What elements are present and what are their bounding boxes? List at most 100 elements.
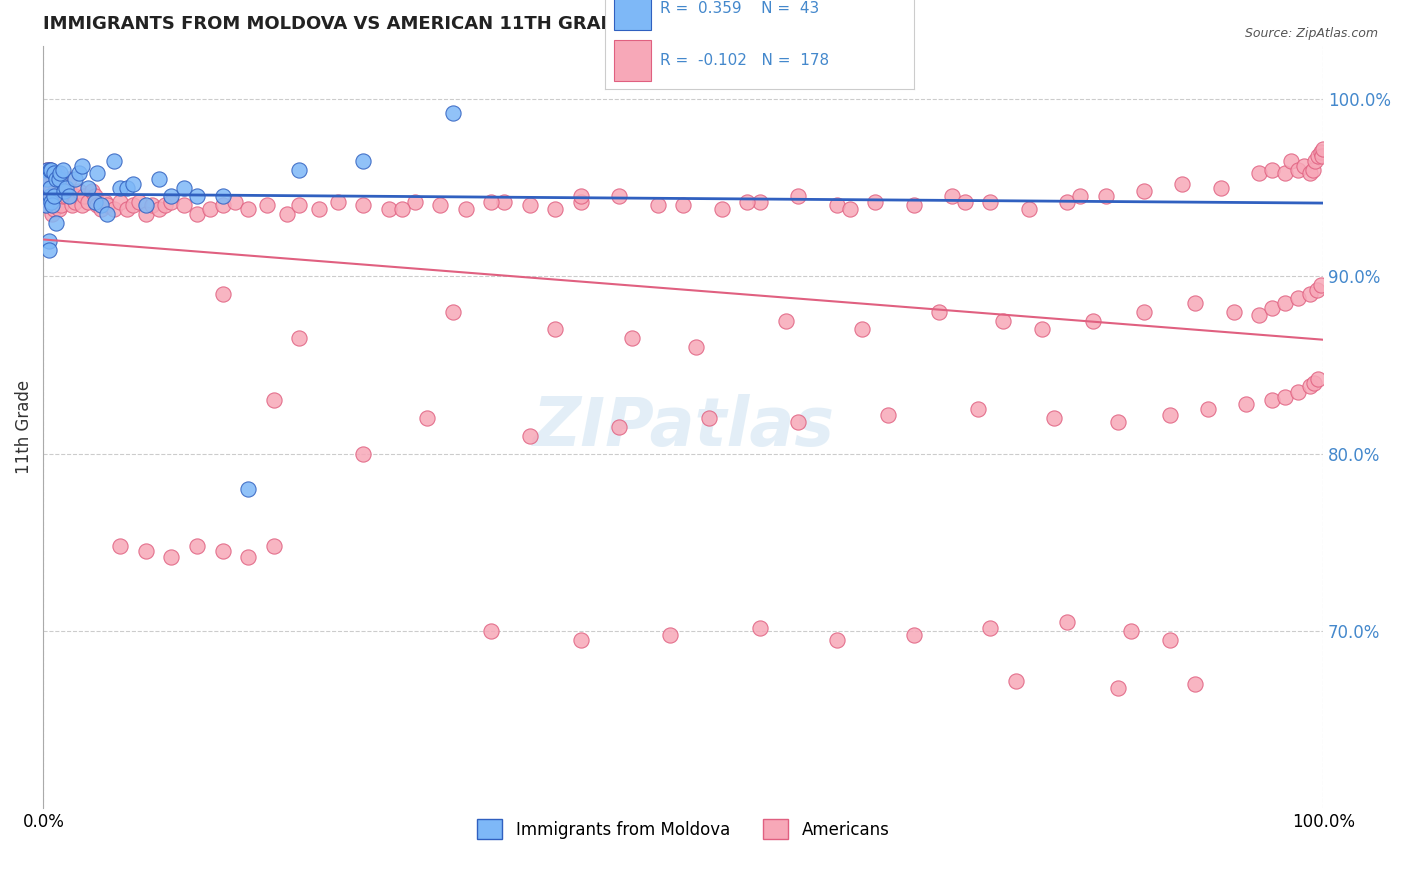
Point bbox=[46, 166, 69, 180]
Bar bbox=[614, 40, 651, 80]
Point bbox=[186, 539, 208, 553]
Point bbox=[211, 287, 233, 301]
Point bbox=[1249, 166, 1271, 180]
Point bbox=[160, 189, 183, 203]
Point bbox=[128, 194, 150, 209]
Point bbox=[58, 189, 80, 203]
Point bbox=[404, 194, 426, 209]
Point bbox=[148, 202, 170, 216]
Point bbox=[1222, 304, 1244, 318]
Point bbox=[288, 331, 311, 345]
Point bbox=[38, 175, 60, 189]
Point bbox=[38, 243, 60, 257]
Point bbox=[35, 189, 58, 203]
Point bbox=[479, 194, 502, 209]
Point bbox=[48, 180, 70, 194]
Point bbox=[238, 202, 260, 216]
Point bbox=[1171, 177, 1194, 191]
Point bbox=[238, 549, 260, 564]
Point bbox=[38, 166, 60, 180]
Point bbox=[90, 202, 112, 216]
Point bbox=[37, 171, 59, 186]
Point bbox=[96, 207, 118, 221]
Point bbox=[1209, 180, 1232, 194]
Point bbox=[153, 198, 176, 212]
Point bbox=[1069, 189, 1091, 203]
Point bbox=[979, 194, 1001, 209]
Point bbox=[173, 198, 195, 212]
Point bbox=[1309, 278, 1331, 293]
Point bbox=[1279, 153, 1302, 168]
Point bbox=[42, 202, 65, 216]
Point bbox=[928, 304, 950, 318]
Point bbox=[86, 198, 108, 212]
Text: Source: ZipAtlas.com: Source: ZipAtlas.com bbox=[1244, 27, 1378, 40]
Point bbox=[45, 198, 67, 212]
Point bbox=[58, 171, 80, 186]
Point bbox=[1018, 202, 1040, 216]
Point bbox=[494, 194, 516, 209]
Point bbox=[103, 153, 125, 168]
Point bbox=[519, 198, 541, 212]
Point bbox=[1031, 322, 1053, 336]
Point bbox=[42, 194, 65, 209]
Point bbox=[238, 482, 260, 496]
Point bbox=[308, 202, 330, 216]
Point bbox=[569, 189, 592, 203]
Point bbox=[55, 180, 77, 194]
Point bbox=[67, 184, 90, 198]
Point bbox=[569, 632, 592, 647]
Point bbox=[1234, 397, 1257, 411]
Point bbox=[441, 304, 464, 318]
Point bbox=[1107, 415, 1129, 429]
Point bbox=[1286, 291, 1309, 305]
Point bbox=[953, 194, 976, 209]
Point bbox=[108, 194, 131, 209]
Point bbox=[67, 166, 90, 180]
Point bbox=[1310, 148, 1333, 162]
Point bbox=[569, 194, 592, 209]
Point bbox=[39, 189, 62, 203]
Point bbox=[115, 202, 138, 216]
Point bbox=[60, 198, 83, 212]
Point bbox=[787, 415, 810, 429]
Point bbox=[1184, 296, 1206, 310]
Point bbox=[37, 189, 59, 203]
Point bbox=[86, 166, 108, 180]
Point bbox=[65, 171, 87, 186]
Point bbox=[160, 194, 183, 209]
Point bbox=[45, 171, 67, 186]
Point bbox=[903, 627, 925, 641]
Point bbox=[697, 411, 720, 425]
Point bbox=[1005, 673, 1028, 688]
Point bbox=[838, 202, 860, 216]
Point bbox=[1133, 304, 1156, 318]
Point bbox=[1299, 287, 1322, 301]
Point bbox=[1159, 408, 1181, 422]
Point bbox=[198, 202, 221, 216]
Point bbox=[90, 198, 112, 212]
Point bbox=[80, 184, 103, 198]
Point bbox=[749, 194, 772, 209]
Point bbox=[73, 189, 96, 203]
Point bbox=[263, 393, 285, 408]
Point bbox=[1306, 372, 1329, 386]
Point bbox=[441, 106, 464, 120]
Point bbox=[38, 162, 60, 177]
Point bbox=[865, 194, 887, 209]
Point bbox=[979, 620, 1001, 634]
Y-axis label: 11th Grade: 11th Grade bbox=[15, 380, 32, 475]
Point bbox=[1081, 313, 1104, 327]
Point bbox=[391, 202, 413, 216]
Point bbox=[825, 198, 848, 212]
Point bbox=[38, 234, 60, 248]
Point bbox=[44, 184, 66, 198]
Point bbox=[352, 447, 374, 461]
Point bbox=[352, 153, 374, 168]
Point bbox=[685, 340, 707, 354]
Point bbox=[42, 166, 65, 180]
Point bbox=[135, 198, 157, 212]
Point bbox=[65, 189, 87, 203]
Point bbox=[83, 194, 105, 209]
Point bbox=[38, 162, 60, 177]
